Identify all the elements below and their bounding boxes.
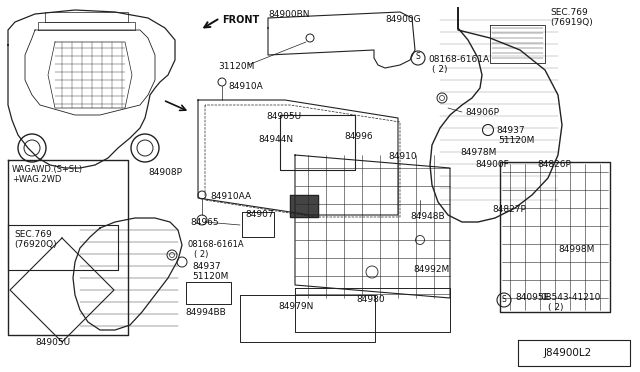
Text: 51120M: 51120M <box>192 272 228 281</box>
Text: 84979N: 84979N <box>278 302 314 311</box>
Text: J84900L2: J84900L2 <box>544 348 592 358</box>
Text: 84978M: 84978M <box>460 148 497 157</box>
Polygon shape <box>290 195 318 217</box>
Text: 84944N: 84944N <box>258 135 293 144</box>
Text: 84095E: 84095E <box>515 293 549 302</box>
Text: 84826P: 84826P <box>537 160 571 169</box>
Text: 84905U: 84905U <box>266 112 301 121</box>
Text: 84900G: 84900G <box>385 15 420 24</box>
Text: SEC.769: SEC.769 <box>14 230 52 239</box>
Text: S: S <box>416 52 420 61</box>
Text: SEC.769: SEC.769 <box>550 8 588 17</box>
Text: ( 2): ( 2) <box>548 303 563 312</box>
Text: 84937: 84937 <box>496 126 525 135</box>
Text: 84910AA: 84910AA <box>210 192 251 201</box>
Text: 51120M: 51120M <box>498 136 534 145</box>
Text: 31120M: 31120M <box>218 62 254 71</box>
Text: 84905U: 84905U <box>35 338 70 347</box>
Text: 08168-6161A: 08168-6161A <box>428 55 489 64</box>
Text: 84907: 84907 <box>245 210 274 219</box>
Text: 84980: 84980 <box>356 295 385 304</box>
Text: WAGAWD.(S+SL): WAGAWD.(S+SL) <box>12 165 83 174</box>
Text: (76920Q): (76920Q) <box>14 240 56 249</box>
Text: 84900F: 84900F <box>475 160 509 169</box>
Text: FRONT: FRONT <box>222 15 259 25</box>
Text: 84994BB: 84994BB <box>185 308 226 317</box>
Text: ( 2): ( 2) <box>432 65 447 74</box>
Text: 84827P: 84827P <box>492 205 526 214</box>
Text: 84937: 84937 <box>192 262 221 271</box>
Text: 84910: 84910 <box>388 152 417 161</box>
Text: 08168-6161A: 08168-6161A <box>188 240 244 249</box>
Text: 84900BN: 84900BN <box>268 10 310 19</box>
Text: S: S <box>502 295 507 304</box>
Text: 84948B: 84948B <box>410 212 445 221</box>
Text: 84910A: 84910A <box>228 82 263 91</box>
Text: (76919Q): (76919Q) <box>550 18 593 27</box>
Text: ( 2): ( 2) <box>194 250 209 259</box>
Text: 84908P: 84908P <box>148 168 182 177</box>
Text: 84965: 84965 <box>190 218 219 227</box>
Text: 84998M: 84998M <box>558 245 595 254</box>
Text: 08543-41210: 08543-41210 <box>540 293 600 302</box>
Text: 84906P: 84906P <box>465 108 499 117</box>
Text: 84996: 84996 <box>344 132 372 141</box>
Text: +WAG.2WD: +WAG.2WD <box>12 175 61 184</box>
Text: 84992M: 84992M <box>413 265 449 274</box>
